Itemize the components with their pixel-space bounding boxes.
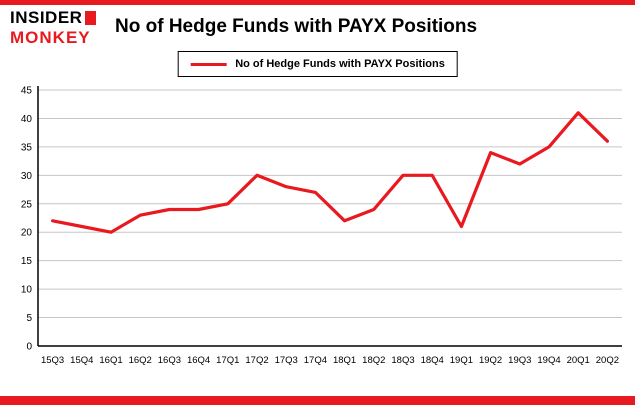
svg-text:15Q3: 15Q3 — [41, 355, 64, 366]
axes — [37, 86, 622, 347]
svg-text:17Q3: 17Q3 — [275, 355, 298, 366]
svg-text:45: 45 — [21, 86, 33, 97]
chart-title: No of Hedge Funds with PAYX Positions — [115, 16, 478, 37]
svg-text:30: 30 — [21, 171, 33, 182]
series-line — [50, 111, 610, 234]
x-axis-labels: 15Q3 15Q4 16Q1 16Q2 16Q3 16Q4 17Q1 17Q2 17Q3 17Q4… — [41, 355, 619, 366]
logo-insider-label: INSIDER — [10, 8, 83, 27]
svg-text:19Q2: 19Q2 — [479, 355, 502, 366]
svg-text:5: 5 — [26, 313, 32, 324]
legend-box: No of Hedge Funds with PAYX Positions — [177, 51, 458, 77]
svg-text:18Q3: 18Q3 — [391, 355, 414, 366]
svg-text:16Q4: 16Q4 — [187, 355, 210, 366]
svg-text:40: 40 — [21, 114, 33, 125]
svg-text:20Q2: 20Q2 — [596, 355, 619, 366]
legend-label: No of Hedge Funds with PAYX Positions — [235, 58, 445, 70]
svg-text:16Q1: 16Q1 — [99, 355, 122, 366]
svg-text:0: 0 — [26, 342, 32, 353]
svg-text:15Q4: 15Q4 — [70, 355, 93, 366]
svg-text:17Q1: 17Q1 — [216, 355, 239, 366]
svg-text:25: 25 — [21, 199, 33, 210]
top-red-bar — [0, 0, 635, 5]
svg-text:19Q4: 19Q4 — [537, 355, 560, 366]
svg-text:10: 10 — [21, 285, 33, 296]
line-chart: 0 5 10 15 20 25 30 35 40 45 15Q3 15Q4 16Q1 16Q2 16Q3 16… — [21, 86, 622, 366]
svg-text:16Q2: 16Q2 — [129, 355, 152, 366]
logo-red-block-icon — [85, 10, 97, 25]
insider-monkey-logo: INSIDER MONKEY — [10, 8, 97, 47]
svg-text:35: 35 — [21, 142, 33, 153]
svg-text:19Q1: 19Q1 — [450, 355, 473, 366]
svg-text:17Q2: 17Q2 — [245, 355, 268, 366]
svg-text:20: 20 — [21, 228, 33, 239]
svg-text:16Q3: 16Q3 — [158, 355, 181, 366]
logo-monkey-label: MONKEY — [10, 28, 91, 47]
legend-line-sample-icon — [190, 62, 227, 66]
svg-text:15: 15 — [21, 256, 33, 267]
svg-text:18Q1: 18Q1 — [333, 355, 356, 366]
svg-text:17Q4: 17Q4 — [304, 355, 327, 366]
svg-text:19Q3: 19Q3 — [508, 355, 531, 366]
svg-text:18Q4: 18Q4 — [421, 355, 444, 366]
svg-text:20Q1: 20Q1 — [567, 355, 590, 366]
bottom-red-bar — [0, 396, 635, 405]
gridlines — [38, 89, 622, 319]
y-axis-labels: 0 5 10 15 20 25 30 35 40 45 — [21, 86, 33, 353]
svg-text:18Q2: 18Q2 — [362, 355, 385, 366]
logo-insider-text: INSIDER — [10, 8, 97, 27]
